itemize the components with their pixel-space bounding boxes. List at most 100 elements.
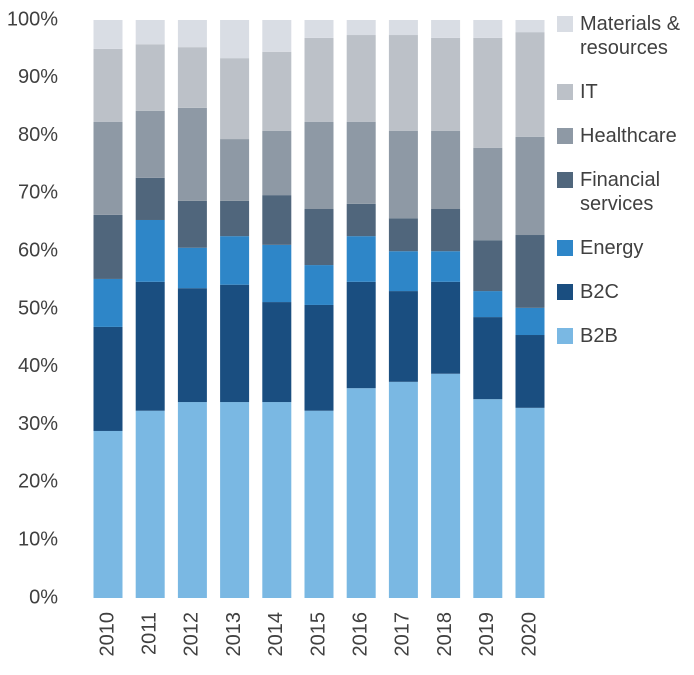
x-tick-label: 2018 (434, 612, 456, 657)
bar-segment (304, 209, 334, 266)
legend-label: Financial services (580, 169, 661, 215)
bar-segment (93, 214, 123, 279)
y-tick-label: 100% (7, 8, 58, 30)
bar-segment (177, 20, 207, 48)
bar-segment (346, 203, 376, 237)
bar-segment (220, 284, 250, 403)
legend-swatch (557, 84, 573, 100)
legend-swatch (557, 328, 573, 344)
bar-segment (135, 110, 165, 178)
x-tick-label: 2010 (96, 612, 118, 657)
bar-segment (304, 37, 334, 122)
bar-segment (220, 20, 250, 59)
y-tick-label: 60% (18, 239, 58, 261)
bar-segment (177, 288, 207, 403)
legend-label: B2C (580, 281, 619, 303)
bar-segment (346, 20, 376, 36)
bar-segment (93, 326, 123, 431)
legend-swatch (557, 16, 573, 32)
bar-segment (262, 402, 292, 598)
bar-segment (388, 20, 418, 36)
bar-segment (388, 251, 418, 292)
bar-segment (304, 121, 334, 210)
legend-entry: B2B (557, 324, 687, 348)
bar-segment (515, 307, 545, 336)
bar-segment (262, 130, 292, 196)
bar-segment (388, 381, 418, 598)
bar-segment (473, 37, 503, 148)
x-tick-label: 2017 (392, 612, 414, 657)
x-tick-label: 2012 (181, 612, 203, 657)
bar-segment (346, 121, 376, 204)
x-tick-label: 2019 (476, 612, 498, 657)
bar-segment (135, 44, 165, 111)
legend: Materials & resources IT Healthcare Financi… (557, 12, 687, 348)
bar-segment (431, 281, 461, 374)
bar-segment (346, 388, 376, 598)
bar-segment (431, 130, 461, 210)
bar-segment (177, 107, 207, 201)
x-tick-label: 2014 (265, 612, 287, 657)
bar-segment (515, 407, 545, 598)
legend-swatch (557, 284, 573, 300)
bar-segment (304, 410, 334, 598)
legend-entry: Energy (557, 236, 687, 260)
legend-label: IT (580, 81, 598, 103)
bar-segment (177, 402, 207, 598)
bar-segment (304, 20, 334, 38)
bar-segment (346, 281, 376, 389)
bar-segment (473, 20, 503, 38)
bar-segment (388, 218, 418, 252)
bar-segment (304, 304, 334, 411)
bar-segment (93, 48, 123, 122)
bar-segment (135, 177, 165, 220)
bar-segment (135, 281, 165, 411)
bar-segment (177, 200, 207, 248)
legend-entry: B2C (557, 280, 687, 304)
y-tick-label: 80% (18, 124, 58, 146)
y-tick-label: 50% (18, 297, 58, 319)
y-tick-label: 40% (18, 355, 58, 377)
bar-segment (262, 195, 292, 245)
bar-segment (515, 20, 545, 33)
x-tick-label: 2013 (223, 612, 245, 657)
legend-label: Healthcare (580, 125, 677, 147)
bar-segment (515, 136, 545, 236)
legend-label: Materials & resources (580, 13, 681, 59)
x-tick-label: 2016 (349, 612, 371, 657)
bar-segment (135, 410, 165, 598)
bar-segment (135, 219, 165, 282)
legend-swatch (557, 240, 573, 256)
bar-segment (220, 236, 250, 285)
bar-segment (220, 200, 250, 237)
bar-segment (388, 291, 418, 382)
legend-entry: Materials & resources (557, 12, 687, 60)
bar-segment (515, 335, 545, 408)
legend-entry: Healthcare (557, 124, 687, 148)
bar-segment (388, 130, 418, 219)
legend-swatch (557, 128, 573, 144)
bar-segment (93, 20, 123, 49)
legend-entry: IT (557, 80, 687, 104)
bar-segment (473, 317, 503, 400)
bar-segment (515, 32, 545, 137)
bar-segment (262, 302, 292, 403)
bar-segment (220, 58, 250, 140)
bar-segment (431, 251, 461, 282)
bar-segment (473, 291, 503, 318)
x-tick-label: 2020 (518, 612, 540, 657)
y-tick-label: 0% (29, 586, 58, 608)
bar-segment (346, 35, 376, 122)
bar-segment (473, 240, 503, 292)
bar-segment (93, 278, 123, 327)
bar-segment (220, 139, 250, 201)
legend-label: Energy (580, 237, 644, 259)
bar-segment (135, 20, 165, 45)
bar-segment (515, 235, 545, 308)
bar-segment (431, 37, 461, 131)
bar-segment (346, 236, 376, 282)
y-tick-label: 90% (18, 66, 58, 88)
bar-segment (220, 402, 250, 598)
